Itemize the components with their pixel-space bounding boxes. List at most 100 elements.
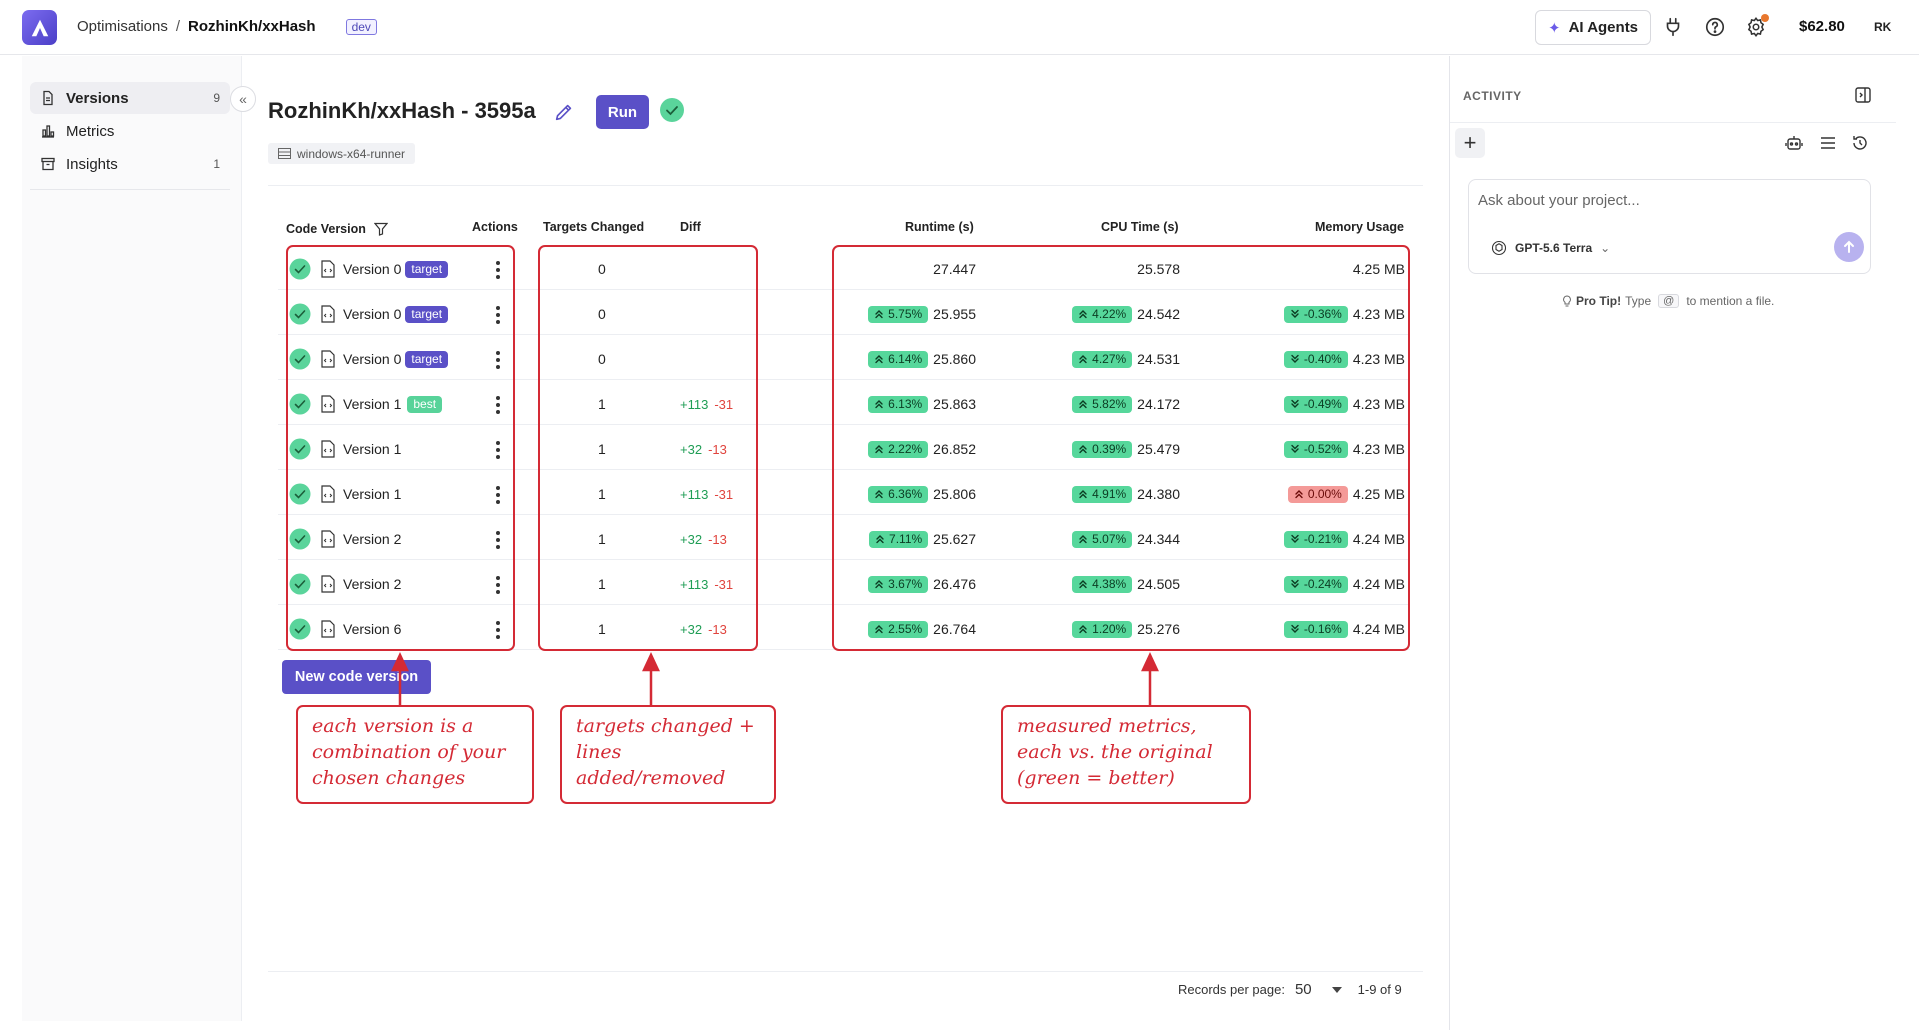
- kebab-menu-icon[interactable]: [495, 395, 501, 415]
- col-memory: Memory Usage: [1315, 220, 1404, 234]
- version-cell[interactable]: Version 2: [343, 529, 401, 549]
- sidebar-item-metrics[interactable]: Metrics: [30, 115, 230, 147]
- lines-removed: -31: [714, 396, 734, 412]
- kebab-menu-icon[interactable]: [495, 530, 501, 550]
- kebab-menu-icon[interactable]: [495, 350, 501, 370]
- sidebar-item-versions[interactable]: Versions 9: [30, 82, 230, 114]
- plug-icon[interactable]: [1661, 15, 1685, 39]
- double-chevron-up-icon: [1077, 578, 1089, 590]
- lines-added: +113: [680, 576, 709, 592]
- balance[interactable]: $62.80: [1799, 18, 1845, 35]
- version-cell[interactable]: Version 1: [343, 484, 401, 504]
- version-cell[interactable]: Version 6: [343, 619, 401, 639]
- targets-changed-cell: 1: [598, 531, 606, 547]
- kebab-menu-icon[interactable]: [495, 305, 501, 325]
- run-button[interactable]: Run: [596, 95, 649, 129]
- kebab-menu-icon[interactable]: [495, 620, 501, 640]
- sidebar-item-insights[interactable]: Insights 1: [30, 148, 230, 180]
- col-runtime: Runtime (s): [905, 220, 974, 234]
- lines-added: +32: [680, 621, 703, 637]
- edit-pencil-icon[interactable]: [553, 101, 575, 123]
- delta-value: 0.00%: [1307, 487, 1342, 501]
- pagination: Records per page: 50 1-9 of 9: [1178, 981, 1402, 998]
- records-per-page-select[interactable]: 50: [1294, 981, 1312, 998]
- kebab-menu-icon[interactable]: [495, 440, 501, 460]
- pro-tip-post: to mention a file.: [1686, 294, 1775, 308]
- double-chevron-up-icon: [1077, 623, 1089, 635]
- breadcrumb: Optimisations / RozhinKh/xxHash dev: [77, 18, 377, 35]
- cpu-time-value: 24.505: [1137, 576, 1180, 592]
- version-cell[interactable]: Version 0 target: [343, 259, 449, 279]
- arrow-up-icon: [1844, 240, 1854, 253]
- cpu-time-cell: 0.39% 25.479: [1072, 439, 1180, 459]
- runtime-value: 26.476: [933, 576, 976, 592]
- version-name: Version 6: [343, 621, 402, 637]
- breadcrumb-optimisations[interactable]: Optimisations: [77, 18, 168, 35]
- kebab-menu-icon[interactable]: [495, 260, 501, 280]
- ai-agents-button[interactable]: ✦ AI Agents: [1535, 10, 1652, 45]
- memory-value: 4.25 MB: [1352, 261, 1405, 277]
- delta-badge: 4.27%: [1072, 350, 1133, 368]
- sidebar-item-label: Insights: [66, 155, 118, 173]
- runtime-cell: 2.55% 26.764: [868, 619, 976, 639]
- cpu-time-value: 24.172: [1137, 396, 1180, 412]
- kebab-menu-icon[interactable]: [495, 575, 501, 595]
- version-cell[interactable]: Version 0 target: [343, 349, 449, 369]
- chat-input[interactable]: [1478, 192, 1838, 209]
- model-selector[interactable]: GPT-5.6 Terra ⌄: [1491, 240, 1610, 256]
- plus-icon: +: [1463, 130, 1477, 155]
- runtime-value: 25.806: [933, 486, 976, 502]
- collapse-sidebar-button[interactable]: «: [230, 86, 256, 112]
- target-tag: target: [405, 305, 449, 323]
- version-cell[interactable]: Version 1 best: [343, 394, 443, 414]
- top-bar: Optimisations / RozhinKh/xxHash dev ✦ AI…: [0, 0, 1919, 55]
- delta-badge: 0.39%: [1072, 440, 1133, 458]
- delta-value: 3.67%: [888, 577, 923, 591]
- sidebar-item-label: Metrics: [66, 122, 115, 140]
- delta-badge: 5.07%: [1072, 530, 1133, 548]
- sparkle-icon: ✦: [1548, 19, 1561, 37]
- delta-value: 1.20%: [1092, 622, 1127, 636]
- status-check-icon: [289, 258, 311, 280]
- cpu-time-value: 25.479: [1137, 441, 1180, 457]
- runtime-cell: 2.22% 26.852: [868, 439, 976, 459]
- kebab-menu-icon[interactable]: [495, 485, 501, 505]
- annotation-note-metrics: measured metrics, each vs. the original …: [1001, 705, 1251, 804]
- new-chat-button[interactable]: +: [1455, 128, 1485, 158]
- robot-icon[interactable]: [1784, 133, 1804, 153]
- user-avatar[interactable]: RK: [1874, 20, 1892, 34]
- runner-name: windows-x64-runner: [297, 146, 406, 161]
- list-icon[interactable]: [1818, 133, 1838, 153]
- double-chevron-down-icon: [1289, 308, 1301, 320]
- diff-cell: +113 -31: [680, 574, 733, 594]
- target-tag: target: [405, 260, 449, 278]
- help-icon[interactable]: [1703, 15, 1727, 39]
- filter-icon[interactable]: [373, 222, 388, 236]
- breadcrumb-project[interactable]: RozhinKh/xxHash: [188, 18, 316, 35]
- double-chevron-down-icon: [1289, 533, 1301, 545]
- version-cell[interactable]: Version 0 target: [343, 304, 449, 324]
- new-code-version-button[interactable]: New code version: [282, 660, 431, 694]
- col-code-version: Code Version: [286, 222, 388, 236]
- version-cell[interactable]: Version 2: [343, 574, 401, 594]
- send-button[interactable]: [1834, 232, 1864, 262]
- double-chevron-up-icon: [873, 623, 885, 635]
- delta-badge: -0.40%: [1283, 350, 1348, 368]
- diff-cell: +32 -13: [680, 619, 727, 639]
- cpu-time-value: 25.276: [1137, 621, 1180, 637]
- delta-badge: -0.36%: [1283, 305, 1348, 323]
- delta-badge: -0.21%: [1283, 530, 1348, 548]
- collapse-panel-icon[interactable]: [1854, 86, 1872, 104]
- version-name: Version 2: [343, 576, 402, 592]
- chevron-down-icon[interactable]: [1331, 986, 1342, 993]
- notification-dot: [1761, 14, 1769, 22]
- version-cell[interactable]: Version 1: [343, 439, 401, 459]
- app-logo[interactable]: [22, 10, 57, 45]
- logo-icon: [31, 19, 48, 36]
- history-icon[interactable]: [1850, 133, 1870, 153]
- runtime-value: 26.852: [933, 441, 976, 457]
- cpu-time-cell: 1.20% 25.276: [1072, 619, 1180, 639]
- cpu-time-cell: 5.82% 24.172: [1072, 394, 1180, 414]
- status-check-icon: [289, 618, 311, 640]
- settings-gear-icon[interactable]: [1744, 14, 1769, 39]
